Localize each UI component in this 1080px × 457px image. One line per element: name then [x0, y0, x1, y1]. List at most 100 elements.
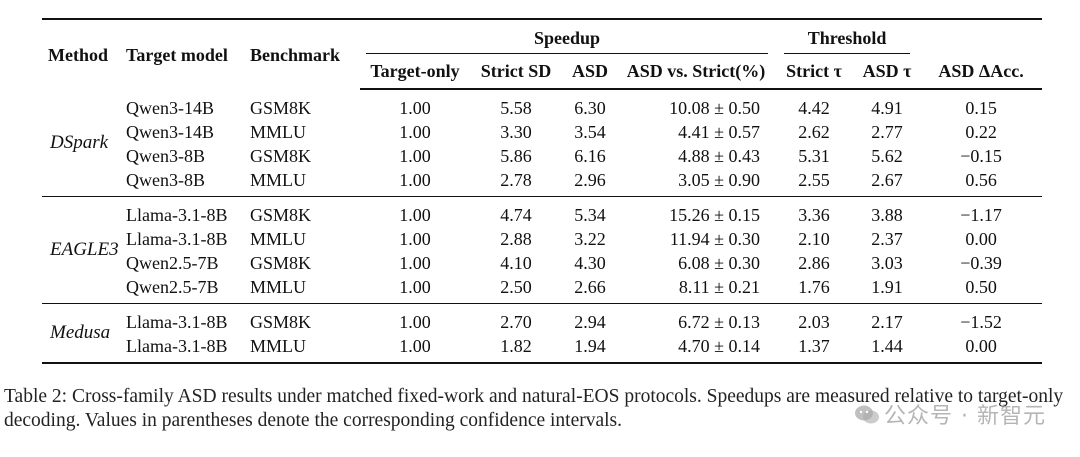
cell-target-model: Llama-3.1-8B	[126, 303, 250, 334]
cell-asd-tau: 2.67	[871, 170, 903, 190]
cell-method: EAGLE3	[42, 196, 126, 304]
cell-strict-sd: 5.58	[500, 98, 532, 118]
cell-target-only: 1.00	[399, 277, 431, 297]
cell-asd-delta-acc: −1.17	[920, 196, 1043, 227]
header-target-model: Target model	[126, 44, 228, 65]
cell-strict-tau: 2.10	[798, 229, 830, 249]
cell-asd-vs-strict: 4.88 ± 0.43	[678, 146, 761, 166]
cell-method: DSpark	[50, 131, 109, 153]
cell-target-model: Llama-3.1-8B	[126, 229, 228, 249]
cell-method: Medusa	[42, 303, 126, 364]
cell-strict-sd: 5.86	[500, 146, 532, 166]
cell-target-only: 1.00	[360, 303, 470, 334]
cell-asd-vs-strict: 6.72 ± 0.13	[618, 303, 775, 334]
cell-asd-delta-acc: 0.50	[965, 277, 997, 297]
cell-asd-vs-strict: 4.41 ± 0.57	[678, 122, 761, 142]
cell-target-only: 1.00	[360, 334, 470, 364]
results-table: Method Target model Benchmark Speedup Th…	[42, 18, 1043, 364]
header-row-2: Target-only Strict SD ASD ASD vs. Strict…	[42, 54, 1043, 90]
cell-benchmark: GSM8K	[250, 146, 312, 166]
cell-benchmark: GSM8K	[250, 97, 312, 118]
cell-asd: 1.94	[562, 334, 618, 364]
table-row: EAGLE3 Llama-3.1-8B GSM8K 1.00 4.74 5.34 15.26…	[42, 196, 1043, 304]
watermark-text: 公众号 · 新智元	[884, 404, 1046, 429]
wechat-logo-icon	[855, 405, 880, 424]
cell-asd-delta-acc: −0.15	[960, 146, 1002, 166]
cell-benchmark: MMLU	[250, 122, 307, 142]
cell-asd: 6.16	[574, 146, 606, 166]
cell-asd: 4.30	[574, 253, 606, 273]
cell-asd-tau: 1.44	[854, 334, 921, 364]
cell-target-only: 1.00	[399, 98, 431, 118]
cell-target-model: Qwen2.5-7B	[126, 277, 219, 297]
cell-target-only: 1.00	[399, 170, 431, 190]
header-benchmark: Benchmark	[250, 44, 340, 65]
cell-asd: 3.22	[574, 229, 606, 249]
cell-asd-tau: 3.03	[871, 253, 903, 273]
cell-asd-tau: 2.77	[871, 122, 903, 142]
cell-target-model: Qwen3-14B	[126, 97, 214, 118]
speedup-group-label: Speedup	[366, 23, 769, 54]
cell-strict-tau: 2.86	[798, 253, 830, 273]
header-strict-sd: Strict SD	[470, 54, 562, 90]
cell-asd-delta-acc: 0.15	[965, 98, 997, 118]
cell-strict-sd: 2.50	[500, 277, 532, 297]
cell-asd-delta-acc: 0.00	[920, 334, 1043, 364]
header-asd-delta-acc: ASD ΔAcc.	[920, 54, 1043, 90]
header-threshold-group: Threshold	[774, 19, 920, 54]
cell-benchmark: GSM8K	[250, 253, 312, 273]
watermark: 公众号 · 新智元	[854, 398, 1046, 430]
cell-strict-tau: 5.31	[798, 146, 830, 166]
table-row: Llama-3.1-8B MMLU 1.00 2.88 3.22 11.94 ± 0.30…	[42, 227, 1042, 251]
cell-asd-vs-strict: 6.08 ± 0.30	[678, 253, 761, 273]
table-row: DSpark Qwen3-14B GSM8K 1.00 5.58 6.30 10.08 ± …	[42, 89, 1042, 153]
table-row: Qwen2.5-7B MMLU 1.00 2.50 2.66 8.11 ± 0.21 1.7…	[42, 275, 1042, 304]
cell-asd: 3.54	[574, 122, 606, 142]
cell-asd-tau: 1.91	[871, 277, 903, 297]
cell-strict-sd: 4.74	[470, 196, 562, 227]
table-row: Qwen3-8B GSM8K 1.00 5.86 6.16 4.88 ± 0.43 5.31…	[42, 144, 1042, 168]
table-body: DSpark Qwen3-14B GSM8K 1.00 5.58 6.30 10.08 ± …	[42, 89, 1043, 364]
cell-strict-sd: 4.10	[500, 253, 532, 273]
cell-asd-tau: 3.88	[854, 196, 921, 227]
cell-strict-sd: 2.78	[500, 170, 532, 190]
header-speedup-group: Speedup	[360, 19, 774, 54]
cell-target-model: Llama-3.1-8B	[126, 196, 250, 227]
cell-strict-sd: 3.30	[500, 122, 532, 142]
cell-asd-delta-acc: −1.52	[920, 303, 1043, 334]
table-caption: Table 2: Cross-family ASD results under …	[4, 386, 1064, 431]
cell-asd: 2.66	[574, 277, 606, 297]
cell-asd-vs-strict: 10.08 ± 0.50	[669, 98, 761, 118]
cell-strict-tau: 1.76	[798, 277, 830, 297]
threshold-group-label: Threshold	[784, 23, 911, 54]
cell-asd: 2.94	[562, 303, 618, 334]
cell-target-only: 1.00	[399, 229, 431, 249]
cell-benchmark: GSM8K	[250, 303, 360, 334]
cell-asd-delta-acc: 0.00	[965, 229, 997, 249]
cell-target-only: 1.00	[399, 122, 431, 142]
cell-asd-vs-strict: 4.70 ± 0.14	[618, 334, 775, 364]
header-row-1: Method Target model Benchmark Speedup Th…	[42, 19, 1043, 65]
cell-asd-tau: 5.62	[871, 146, 903, 166]
header-strict-tau: Strict τ	[774, 54, 855, 90]
cell-strict-tau: 2.03	[774, 303, 855, 334]
cell-asd-vs-strict: 11.94 ± 0.30	[669, 229, 761, 249]
header-asd-vs-strict: ASD vs. Strict(%)	[618, 54, 775, 90]
cell-benchmark: GSM8K	[250, 196, 360, 227]
cell-benchmark: MMLU	[250, 229, 307, 249]
cell-strict-tau: 3.36	[774, 196, 855, 227]
cell-asd: 6.30	[574, 98, 606, 118]
cell-asd-vs-strict: 3.05 ± 0.90	[678, 170, 761, 190]
cell-strict-tau: 2.55	[798, 170, 830, 190]
cell-asd: 5.34	[562, 196, 618, 227]
header-target-only: Target-only	[360, 54, 470, 90]
cell-target-model: Llama-3.1-8B	[126, 334, 250, 364]
cell-strict-tau: 2.62	[798, 122, 830, 142]
cell-strict-sd: 1.82	[470, 334, 562, 364]
cell-benchmark: MMLU	[250, 334, 360, 364]
header-asd-tau: ASD τ	[854, 54, 921, 90]
cell-strict-sd: 2.88	[500, 229, 532, 249]
header-asd: ASD	[562, 54, 618, 90]
cell-benchmark: MMLU	[250, 170, 307, 190]
table-row: Qwen3-8B MMLU 1.00 2.78 2.96 3.05 ± 0.90 2.55 2…	[42, 168, 1042, 197]
